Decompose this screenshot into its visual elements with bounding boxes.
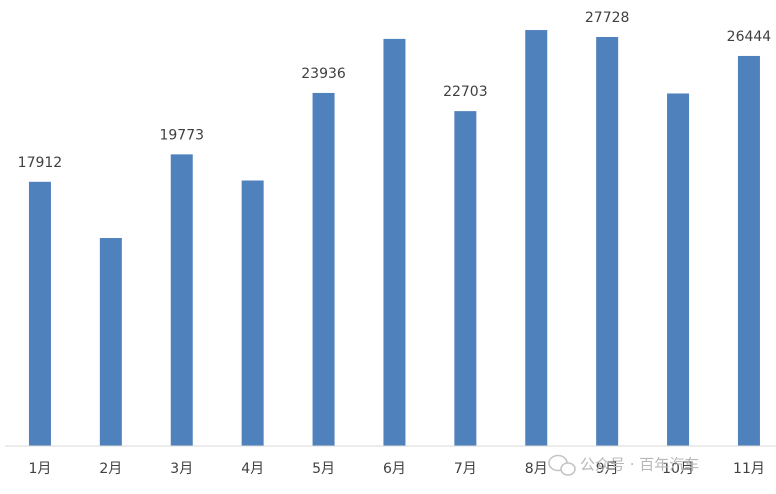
- bar: [667, 93, 690, 446]
- bar: [737, 55, 760, 447]
- bar: [454, 111, 477, 447]
- bar: [170, 154, 193, 446]
- bar: [383, 38, 406, 447]
- bar: [99, 238, 122, 446]
- x-tick-label: 2月: [99, 461, 122, 477]
- x-tick-label: 9月: [596, 461, 619, 477]
- data-label: 26444: [727, 29, 772, 45]
- x-tick-label: 1月: [28, 461, 51, 477]
- data-label: 22703: [443, 84, 488, 100]
- watermark-icon: [548, 454, 576, 476]
- data-label: 23936: [301, 66, 346, 82]
- watermark: 公众号 · 百年汽车: [580, 456, 699, 474]
- bar: [28, 181, 51, 446]
- data-label: 17912: [18, 155, 63, 171]
- bar: [312, 92, 335, 446]
- bar: [596, 37, 619, 447]
- x-tick-label: 5月: [312, 461, 335, 477]
- x-tick-label: 4月: [241, 461, 264, 477]
- x-tick-label: 3月: [170, 461, 193, 477]
- bar: [525, 30, 548, 447]
- data-label: 27728: [585, 10, 630, 26]
- data-label: 19773: [159, 127, 204, 143]
- x-tick-label: 11月: [733, 461, 765, 477]
- x-tick-label: 8月: [525, 461, 548, 477]
- x-tick-label: 7月: [454, 461, 477, 477]
- x-tick-label: 10月: [662, 461, 694, 477]
- x-tick-label: 6月: [383, 461, 406, 477]
- bar: [241, 180, 264, 446]
